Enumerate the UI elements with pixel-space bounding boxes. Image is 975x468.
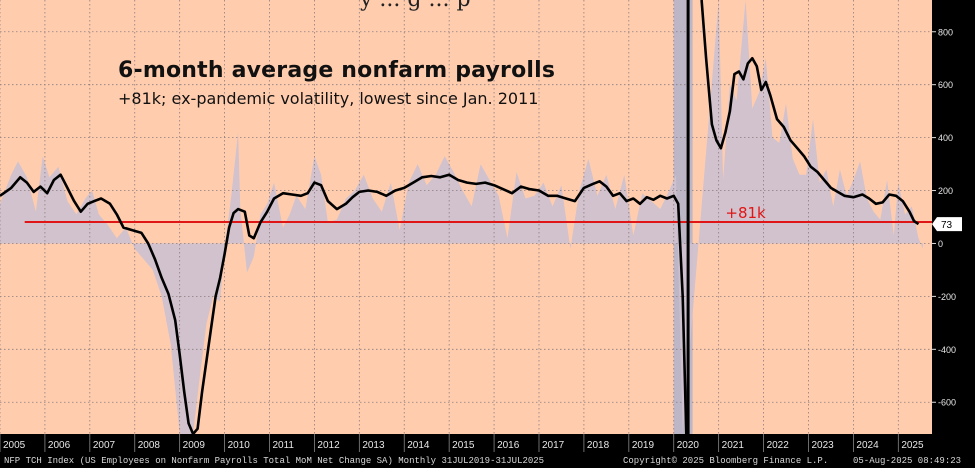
- title-block: 6-month average nonfarm payrolls +81k; e…: [118, 58, 555, 108]
- x-tick-label-2016: 2016: [497, 440, 520, 451]
- footer-bar: NFP TCH Index (US Employees on Nonfarm P…: [0, 455, 975, 468]
- footer-timestamp: 05-Aug-2025 08:49:23: [853, 456, 962, 466]
- x-tick-label-2006: 2006: [48, 440, 71, 451]
- x-tick-label-2014: 2014: [407, 440, 430, 451]
- y-tick-label-600: 600: [938, 80, 953, 90]
- y-tick-label-200: 200: [938, 186, 953, 196]
- x-tick-label-2005: 2005: [3, 440, 26, 451]
- x-tick-label-2011: 2011: [272, 440, 294, 451]
- last-value-label: 73: [941, 220, 953, 231]
- last-value-badge: [932, 217, 962, 232]
- reference-line-label: +81k: [725, 204, 766, 222]
- series-line-0: [0, 173, 688, 436]
- x-tick-label-2019: 2019: [632, 440, 655, 451]
- y-tick-label--600: -600: [938, 398, 956, 408]
- monthly-change-area: [0, 0, 924, 434]
- x-tick-label-2012: 2012: [317, 440, 340, 451]
- x-axis-bar: [0, 434, 975, 455]
- top-caption-fragment: y ... g ... p: [359, 0, 471, 12]
- x-tick-label-2015: 2015: [452, 440, 475, 451]
- x-tick-label-2022: 2022: [767, 440, 790, 451]
- x-tick-label-2013: 2013: [362, 440, 385, 451]
- y-tick-label-400: 400: [938, 133, 953, 143]
- x-tick-label-2023: 2023: [811, 440, 834, 451]
- x-tick-label-2017: 2017: [542, 440, 565, 451]
- x-tick-label-2024: 2024: [856, 440, 879, 451]
- x-tick-label-2008: 2008: [138, 440, 161, 451]
- footer-source: NFP TCH Index (US Employees on Nonfarm P…: [4, 456, 545, 466]
- footer-copyright: Copyright© 2025 Bloomberg Finance L.P.: [623, 456, 829, 466]
- series-line-1: [700, 0, 920, 226]
- x-tick-label-2020: 2020: [677, 440, 700, 451]
- y-tick-label--200: -200: [938, 292, 956, 302]
- x-tick-label-2009: 2009: [183, 440, 206, 451]
- y-axis-panel: [932, 0, 975, 434]
- y-tick-label-0: 0: [938, 239, 943, 249]
- y-tick-label-800: 800: [938, 27, 953, 37]
- chart-subtitle: +81k; ex-pandemic volatility, lowest sin…: [118, 89, 539, 108]
- x-tick-label-2018: 2018: [587, 440, 610, 451]
- y-tick-label--400: -400: [938, 345, 956, 355]
- x-tick-label-2007: 2007: [93, 440, 116, 451]
- x-tick-label-2010: 2010: [228, 440, 251, 451]
- chart-title: 6-month average nonfarm payrolls: [118, 58, 556, 83]
- x-tick-label-2025: 2025: [901, 440, 924, 451]
- x-tick-label-2021: 2021: [722, 440, 745, 451]
